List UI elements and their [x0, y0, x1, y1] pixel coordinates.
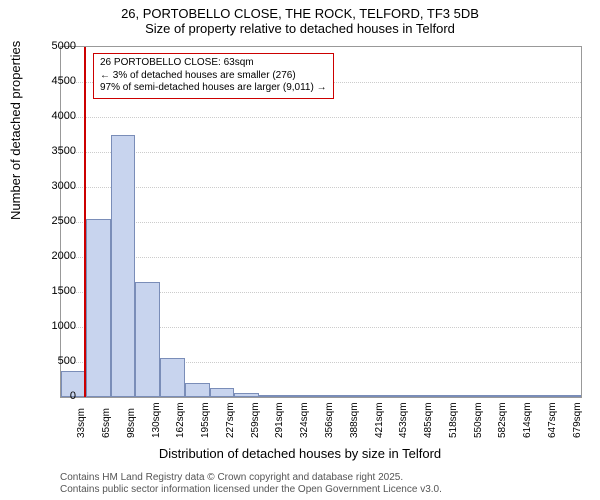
histogram-bar: [358, 395, 383, 397]
y-tick-label: 1500: [36, 285, 76, 297]
plot-area: 26 PORTOBELLO CLOSE: 63sqm← 3% of detach…: [60, 46, 582, 398]
histogram-bar: [507, 395, 532, 397]
x-tick-label: 33sqm: [76, 408, 87, 438]
histogram-bar: [383, 395, 408, 397]
y-tick-label: 5000: [36, 40, 76, 52]
property-marker-line: [84, 47, 86, 397]
footer-line1: Contains HM Land Registry data © Crown c…: [60, 472, 442, 484]
property-info-box: 26 PORTOBELLO CLOSE: 63sqm← 3% of detach…: [93, 53, 334, 99]
x-axis-label: Distribution of detached houses by size …: [0, 446, 600, 461]
histogram-bar: [185, 383, 210, 397]
chart-title-main: 26, PORTOBELLO CLOSE, THE ROCK, TELFORD,…: [0, 0, 600, 21]
x-tick-label: 259sqm: [250, 402, 261, 438]
footer-attribution: Contains HM Land Registry data © Crown c…: [60, 472, 442, 496]
info-box-line: 26 PORTOBELLO CLOSE: 63sqm: [100, 57, 327, 70]
histogram-bar: [482, 395, 507, 397]
histogram-bar: [408, 395, 433, 397]
y-tick-label: 3500: [36, 145, 76, 157]
x-tick-label: 518sqm: [448, 402, 459, 438]
y-tick-label: 1000: [36, 320, 76, 332]
y-axis-label: Number of detached properties: [8, 41, 23, 220]
x-tick-label: 195sqm: [200, 402, 211, 438]
x-tick-label: 65sqm: [101, 408, 112, 438]
x-tick-label: 356sqm: [324, 402, 335, 438]
y-tick-label: 4000: [36, 110, 76, 122]
x-tick-label: 98sqm: [126, 408, 137, 438]
x-tick-label: 130sqm: [151, 402, 162, 438]
x-tick-label: 679sqm: [572, 402, 583, 438]
histogram-bar: [86, 219, 111, 397]
gridline: [61, 117, 581, 118]
histogram-bar: [284, 395, 309, 397]
x-tick-label: 614sqm: [522, 402, 533, 438]
y-tick-label: 2500: [36, 215, 76, 227]
y-tick-label: 3000: [36, 180, 76, 192]
x-tick-label: 550sqm: [473, 402, 484, 438]
gridline: [61, 187, 581, 188]
y-tick-label: 500: [36, 355, 76, 367]
x-tick-label: 582sqm: [497, 402, 508, 438]
x-tick-label: 453sqm: [398, 402, 409, 438]
chart-container: 26, PORTOBELLO CLOSE, THE ROCK, TELFORD,…: [0, 0, 600, 500]
chart-title-sub: Size of property relative to detached ho…: [0, 21, 600, 36]
histogram-bar: [234, 393, 259, 397]
histogram-bar: [135, 282, 160, 398]
histogram-bar: [259, 395, 284, 397]
x-tick-label: 421sqm: [374, 402, 385, 438]
info-box-line: 97% of semi-detached houses are larger (…: [100, 82, 327, 95]
histogram-bar: [556, 395, 581, 397]
gridline: [61, 152, 581, 153]
x-tick-label: 485sqm: [423, 402, 434, 438]
histogram-bar: [309, 395, 334, 397]
histogram-bar: [160, 358, 185, 397]
y-tick-label: 4500: [36, 75, 76, 87]
y-tick-label: 0: [36, 390, 76, 402]
x-tick-label: 162sqm: [175, 402, 186, 438]
histogram-bar: [457, 395, 482, 397]
footer-line2: Contains public sector information licen…: [60, 484, 442, 496]
x-tick-label: 388sqm: [349, 402, 360, 438]
gridline: [61, 257, 581, 258]
y-tick-label: 2000: [36, 250, 76, 262]
histogram-bar: [210, 388, 235, 397]
histogram-bar: [531, 395, 556, 397]
x-tick-label: 291sqm: [274, 402, 285, 438]
x-tick-label: 647sqm: [547, 402, 558, 438]
histogram-bar: [333, 395, 358, 397]
info-box-line: ← 3% of detached houses are smaller (276…: [100, 70, 327, 83]
x-tick-label: 227sqm: [225, 402, 236, 438]
gridline: [61, 222, 581, 223]
histogram-bar: [111, 135, 136, 398]
histogram-bar: [432, 395, 457, 397]
x-tick-label: 324sqm: [299, 402, 310, 438]
